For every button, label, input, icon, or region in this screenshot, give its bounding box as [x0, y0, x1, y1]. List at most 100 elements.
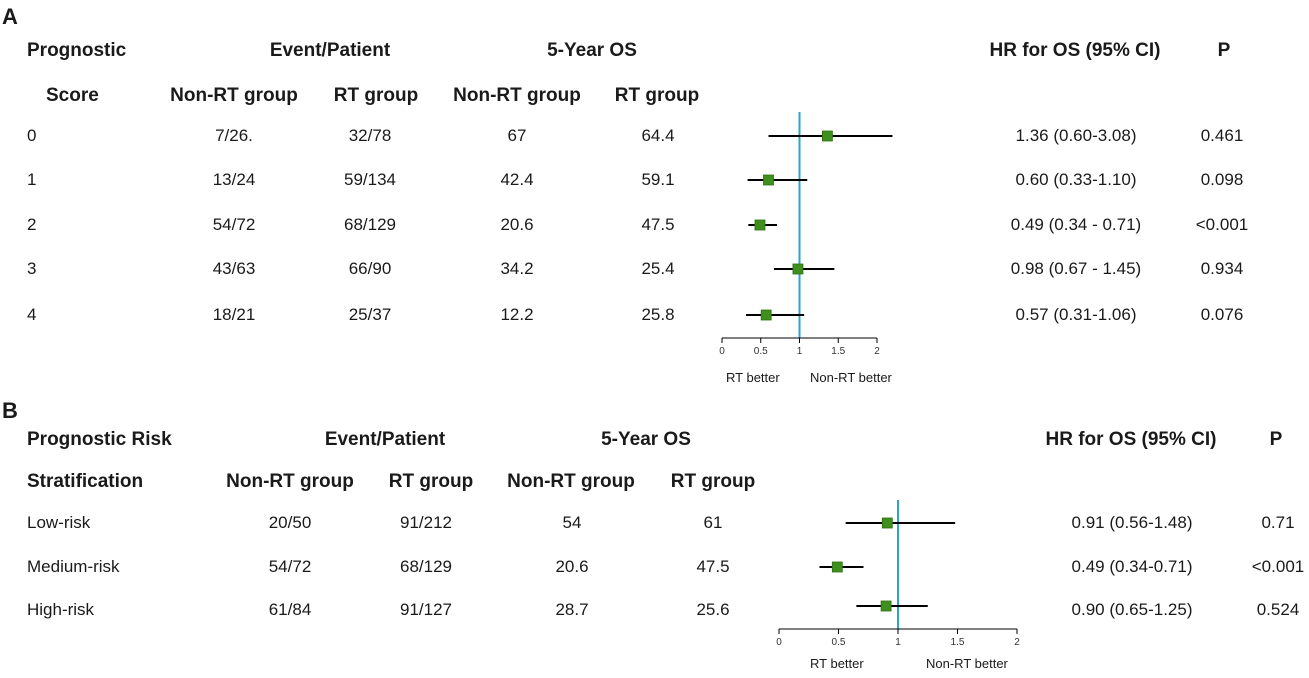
rt-os-cell: 25.8 [641, 305, 675, 324]
rt-os-cell: 61 [703, 513, 723, 532]
hr-ci-cell: 0.98 (0.67 - 1.45) [1010, 259, 1142, 278]
x-tick-label: 0.5 [754, 346, 768, 357]
nonrt-os-cell: 34.2 [500, 259, 534, 278]
p-value-cell: 0.524 [1256, 600, 1300, 619]
p-value-cell: <0.001 [1251, 557, 1305, 576]
panel-b-header-group-line2: Stratification [27, 471, 144, 492]
panel-a-header-five-year-os: 5-Year OS [547, 40, 637, 61]
rt-os-cell: 25.4 [641, 259, 675, 278]
nonrt-event-cell: 54/72 [212, 215, 256, 234]
hr-point [881, 517, 893, 529]
x-tick-label: 0 [776, 637, 782, 648]
rt-event-cell: 91/212 [400, 513, 452, 532]
rt-os-cell: 47.5 [641, 215, 675, 234]
hr-ci-cell: 0.90 (0.65-1.25) [1071, 600, 1193, 619]
panel-b-axis-caption-nonrt-better: Non-RT better [926, 656, 1008, 671]
row-label: High-risk [27, 600, 95, 619]
p-value-cell: 0.934 [1200, 259, 1244, 278]
panel-b-forest-plot: 0 0.5 1 1.5 2 [776, 500, 1020, 648]
panel-b-header-five-year-os: 5-Year OS [601, 429, 691, 450]
rt-os-cell: 47.5 [696, 557, 730, 576]
x-tick-label: 1 [895, 637, 901, 648]
x-tick-label: 1.5 [951, 637, 965, 648]
hr-ci-cell: 1.36 (0.60-3.08) [1015, 126, 1137, 145]
x-tick-label: 2 [874, 346, 880, 357]
nonrt-os-cell: 67 [507, 126, 527, 145]
panel-a-header-group-line2: Score [46, 85, 99, 106]
panel-b-header-p: P [1269, 429, 1283, 450]
hr-ci-cell: 0.91 (0.56-1.48) [1071, 513, 1193, 532]
p-value-cell: 0.076 [1200, 305, 1244, 324]
x-tick-label: 1.5 [831, 346, 845, 357]
panel-a-letter: A [2, 4, 18, 29]
panel-a-forest-plot: 0 0.5 1 1.5 2 [719, 112, 893, 357]
rt-event-cell: 59/134 [344, 170, 396, 189]
p-value-cell: 0.461 [1200, 126, 1244, 145]
row-label: 1 [27, 170, 37, 189]
rt-event-cell: 68/129 [344, 215, 396, 234]
hr-point [831, 561, 843, 573]
panel-a-header-event-patient: Event/Patient [269, 40, 391, 61]
x-tick-label: 0.5 [832, 637, 846, 648]
hr-ci-cell: 0.57 (0.31-1.06) [1015, 305, 1137, 324]
panel-b-header-rt-events: RT group [388, 471, 474, 492]
panel-b-header-hr: HR for OS (95% CI) [1045, 429, 1217, 450]
rt-os-cell: 59.1 [641, 170, 675, 189]
row-label: 0 [27, 126, 37, 145]
panel-a-header-nonrt-events: Non-RT group [170, 85, 298, 106]
x-tick-label: 0 [719, 346, 725, 357]
panel-a-header-hr: HR for OS (95% CI) [989, 40, 1161, 61]
hr-ci-cell: 0.49 (0.34-0.71) [1071, 557, 1193, 576]
nonrt-event-cell: 20/50 [268, 513, 312, 532]
nonrt-os-cell: 28.7 [555, 600, 589, 619]
panel-b-letter: B [2, 398, 18, 423]
hr-ci-cell: 0.49 (0.34 - 0.71) [1010, 215, 1142, 234]
row-label: 4 [27, 305, 37, 324]
nonrt-os-cell: 12.2 [500, 305, 534, 324]
rt-event-cell: 66/90 [348, 259, 392, 278]
row-label: Low-risk [27, 513, 91, 532]
nonrt-os-cell: 54 [562, 513, 582, 532]
nonrt-os-cell: 20.6 [500, 215, 534, 234]
p-value-cell: <0.001 [1195, 215, 1249, 234]
rt-event-cell: 91/127 [400, 600, 452, 619]
p-value-cell: 0.098 [1200, 170, 1244, 189]
panel-a-header-rt-events: RT group [333, 85, 419, 106]
x-tick-label: 2 [1014, 637, 1020, 648]
x-tick-label: 1 [797, 346, 803, 357]
panel-b-header-event-patient: Event/Patient [324, 429, 446, 450]
nonrt-event-cell: 18/21 [212, 305, 256, 324]
hr-point [763, 174, 774, 186]
panel-a-axis-caption-rt-better: RT better [726, 370, 780, 385]
panel-a-axis-caption-nonrt-better: Non-RT better [810, 370, 892, 385]
panel-b-header-nonrt-events: Non-RT group [226, 471, 354, 492]
panel-a: A Prognostic Event/Patient 5-Year OS HR … [2, 4, 1249, 385]
row-label: 2 [27, 215, 37, 234]
nonrt-os-cell: 20.6 [555, 557, 589, 576]
nonrt-event-cell: 7/26. [215, 126, 253, 145]
hr-point [822, 130, 833, 142]
hr-point [760, 309, 772, 321]
hr-ci-cell: 0.60 (0.33-1.10) [1015, 170, 1137, 189]
rt-event-cell: 25/37 [348, 305, 392, 324]
hr-point [880, 600, 892, 612]
nonrt-event-cell: 13/24 [212, 170, 256, 189]
nonrt-event-cell: 54/72 [268, 557, 312, 576]
panel-a-header-group-line1: Prognostic [27, 40, 127, 61]
hr-point [754, 219, 766, 231]
rt-event-cell: 68/129 [400, 557, 452, 576]
hr-point [792, 263, 804, 275]
nonrt-os-cell: 42.4 [500, 170, 534, 189]
rt-event-cell: 32/78 [348, 126, 392, 145]
panel-b-header-rt-os: RT group [670, 471, 756, 492]
nonrt-event-cell: 61/84 [268, 600, 312, 619]
row-label: 3 [27, 259, 37, 278]
panel-b-header-nonrt-os: Non-RT group [507, 471, 635, 492]
rt-os-cell: 25.6 [696, 600, 730, 619]
p-value-cell: 0.71 [1261, 513, 1295, 532]
row-label: Medium-risk [27, 557, 120, 576]
nonrt-event-cell: 43/63 [212, 259, 256, 278]
panel-a-header-rt-os: RT group [614, 85, 700, 106]
panel-b-axis-caption-rt-better: RT better [810, 656, 864, 671]
panel-b: B Prognostic Risk Event/Patient 5-Year O… [0, 392, 1309, 678]
